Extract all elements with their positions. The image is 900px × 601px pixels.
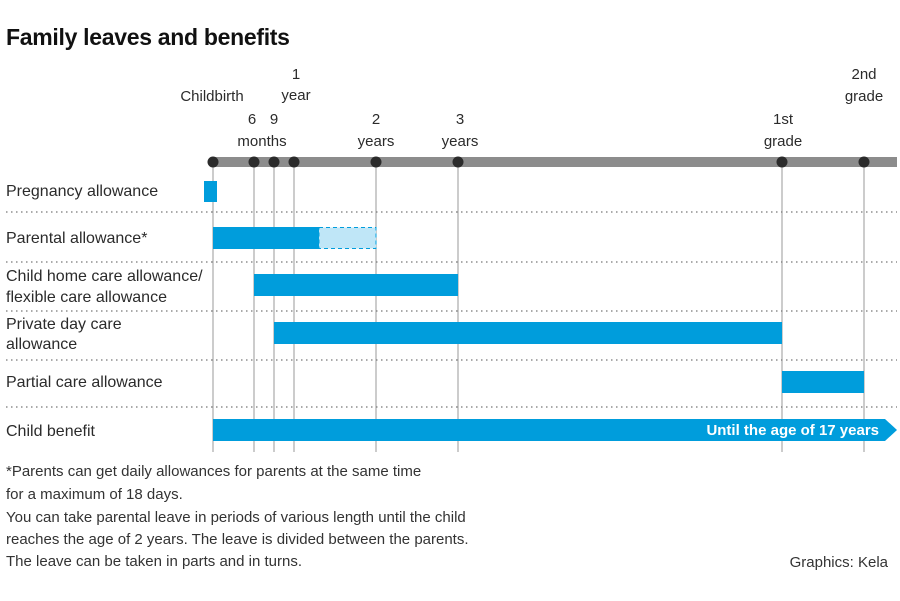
milestone-label-birth-1: Childbirth <box>180 88 243 105</box>
milestone-label-y3-1: 3 <box>456 111 464 128</box>
footnote-line-2: for a maximum of 18 days. <box>6 486 183 503</box>
milestone-label-y1-1: 1 <box>292 66 300 83</box>
bar-row-6 <box>213 419 897 441</box>
milestone-dot-g2 <box>858 156 870 168</box>
milestone-label-g1-2: grade <box>764 133 802 150</box>
milestone-label-y2-1: 2 <box>372 111 380 128</box>
months-label: months <box>237 133 286 150</box>
milestone-label-y3-2: years <box>442 133 479 150</box>
footnote-line-4: reaches the age of 2 years. The leave is… <box>6 531 469 548</box>
bar-row-2 <box>213 227 319 249</box>
row-label-1: Pregnancy allowance <box>6 183 158 200</box>
milestone-dot-birth <box>207 156 219 168</box>
milestone-dot-y3 <box>452 156 464 168</box>
row-label-5: Partial care allowance <box>6 374 163 391</box>
milestone-label-g1-1: 1st <box>773 111 794 128</box>
milestone-dot-g1 <box>776 156 788 168</box>
milestone-dot-y1 <box>288 156 300 168</box>
row-label-3-line-1: Child home care allowance/ <box>6 268 203 285</box>
bar-row-4 <box>274 322 782 344</box>
milestone-label-m9-1: 9 <box>270 111 278 128</box>
bar-row-3 <box>254 274 458 296</box>
bar-row-6-text: Until the age of 17 years <box>706 422 879 439</box>
timeline-axis <box>213 157 897 167</box>
milestone-dot-m9 <box>268 156 280 168</box>
source-credit: Graphics: Kela <box>789 554 888 571</box>
row-label-4-line-1: Private day care <box>6 316 122 333</box>
row-label-3-line-2: flexible care allowance <box>6 289 167 306</box>
footnote-line-1: *Parents can get daily allowances for pa… <box>6 463 422 480</box>
milestone-label-g2-2: grade <box>845 88 883 105</box>
row-label-4-line-2: allowance <box>6 336 77 353</box>
bar-row-5 <box>782 371 864 393</box>
row-label-6: Child benefit <box>6 423 96 440</box>
milestone-dot-y2 <box>370 156 382 168</box>
milestone-label-g2-1: 2nd <box>851 66 876 83</box>
footnote-line-3: You can take parental leave in periods o… <box>6 509 466 526</box>
row-label-2: Parental allowance* <box>6 230 147 247</box>
milestone-label-m6-1: 6 <box>248 111 256 128</box>
milestone-label-y1-2: year <box>281 87 310 104</box>
milestone-label-y2-2: years <box>358 133 395 150</box>
bar-row-2-extension <box>318 227 377 249</box>
milestone-dot-m6 <box>248 156 260 168</box>
bar-row-1 <box>204 181 217 202</box>
footnote-line-5: The leave can be taken in parts and in t… <box>6 553 303 570</box>
chart-title: Family leaves and benefits <box>6 24 290 50</box>
